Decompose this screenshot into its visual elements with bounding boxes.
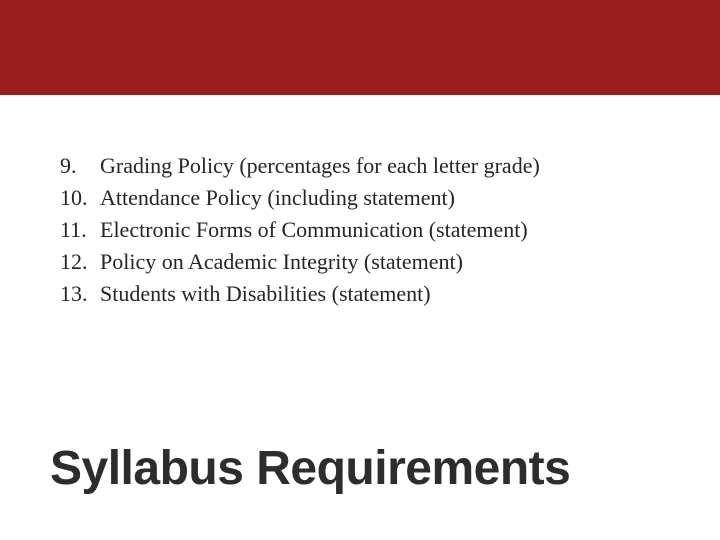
page-title: Syllabus Requirements — [50, 441, 570, 496]
list-number: 10. — [60, 182, 100, 214]
header-bar — [0, 0, 720, 95]
list-text: Policy on Academic Integrity (statement) — [100, 246, 670, 278]
list-item: 11. Electronic Forms of Communication (s… — [60, 214, 670, 246]
list-text: Grading Policy (percentages for each let… — [100, 150, 670, 182]
list-number: 13. — [60, 278, 100, 310]
list-text: Attendance Policy (including statement) — [100, 182, 670, 214]
list-content: 9. Grading Policy (percentages for each … — [0, 95, 720, 309]
list-number: 9. — [60, 150, 100, 182]
list-text: Students with Disabilities (statement) — [100, 278, 670, 310]
list-number: 12. — [60, 246, 100, 278]
list-text: Electronic Forms of Communication (state… — [100, 214, 670, 246]
list-item: 9. Grading Policy (percentages for each … — [60, 150, 670, 182]
list-number: 11. — [60, 214, 100, 246]
list-item: 12. Policy on Academic Integrity (statem… — [60, 246, 670, 278]
list-item: 13. Students with Disabilities (statemen… — [60, 278, 670, 310]
list-item: 10. Attendance Policy (including stateme… — [60, 182, 670, 214]
